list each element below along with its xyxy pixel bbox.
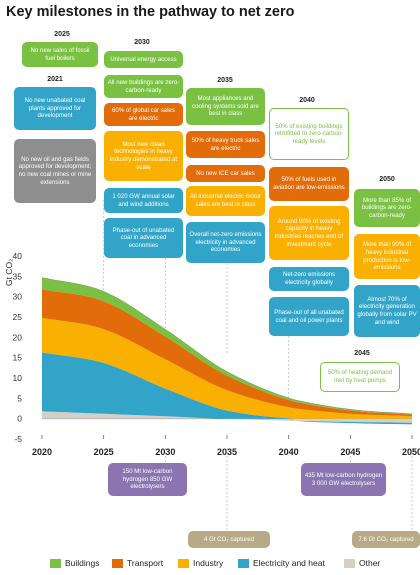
chart-title: Key milestones in the pathway to net zer… [6, 4, 295, 20]
area-other [42, 411, 412, 423]
milestone-2030-coal-phaseout: Phase-out of unabated coal in advanced e… [104, 218, 183, 258]
milestone-2035-appliances: Most appliances and cooling systems sold… [186, 88, 265, 125]
area-electricity-and-heat [42, 352, 412, 425]
legend-swatch-transport [112, 558, 123, 568]
legend-swatch-other [344, 558, 355, 568]
milestone-2035-electricity-advanced: Overall net-zero emissions electricity i… [186, 222, 265, 263]
area-industry [42, 317, 412, 419]
hydrogen-2045-box: 435 Mt low-carbon hydrogen 3 000 GW elec… [301, 463, 386, 496]
year-label-2025: 2025 [54, 31, 70, 38]
milestone-2030-solar-wind: 1 020 GW annual solar and wind additions [104, 188, 183, 213]
milestone-2035-ice-cars: No new ICE car sales [186, 165, 265, 182]
milestone-2021-oil-gas: No new oil and gas fields approved for d… [14, 139, 96, 203]
year-label-2035: 2035 [217, 77, 233, 84]
milestone-2021-coal-plants: No new unabated coal plants approved for… [14, 87, 96, 130]
year-label-2050: 2050 [379, 176, 395, 183]
milestone-2030-zero-carbon-buildings: All new buildings are zero-carbon-ready [104, 75, 183, 98]
legend-item-electricity: Electricity and heat [238, 558, 325, 568]
legend-label-buildings: Buildings [65, 558, 100, 568]
y-tick-label: 25 [13, 312, 23, 322]
milestone-2050-heavy-industry: More than 90% of heavy industrial produc… [354, 234, 420, 279]
milestone-2040-heavy-industry-cycle: Around 90% of existing capacity in heavy… [269, 206, 349, 260]
y-tick-label: 35 [13, 271, 23, 281]
milestone-2040-aviation: 50% of fuels used in aviation are low-em… [269, 167, 349, 201]
legend-item-transport: Transport [112, 558, 163, 568]
y-tick-label: 40 [13, 251, 23, 261]
milestone-2035-motors: All industrial electric motor sales are … [186, 186, 265, 216]
milestone-2040-coal-oil-phaseout: Phase-out of all unabated coal and oil p… [269, 297, 349, 336]
y-tick-label: 15 [13, 353, 23, 363]
legend-item-other: Other [344, 558, 380, 568]
legend-label-other: Other [359, 558, 381, 568]
area-buildings [42, 277, 412, 415]
milestone-2050-solar-wind: Almost 70% of electricity generation glo… [354, 285, 420, 337]
year-label-2045: 2045 [354, 350, 370, 357]
area-transport [42, 289, 412, 417]
y-tick-label: 10 [13, 373, 23, 383]
total-line [41, 277, 413, 415]
y-axis-label: Gt CO₂ [4, 259, 14, 286]
milestone-2025-boilers: No new sales of fossil fuel boilers [22, 42, 98, 67]
y-tick-label: 0 [17, 414, 22, 424]
x-tick-label: 2050 [402, 447, 420, 457]
y-tick-label: 20 [13, 332, 23, 342]
chart-legend: Buildings Transport Industry Electricity… [0, 558, 420, 572]
capture-2050-box: 7.6 Gt CO₂ captured [352, 531, 420, 548]
year-label-2030: 2030 [134, 39, 150, 46]
capture-2030-box: 4 Gt CO₂ captured [188, 531, 270, 548]
legend-item-buildings: Buildings [50, 558, 100, 568]
y-tick-label: 5 [17, 393, 22, 403]
milestone-2030-energy-access: Universal energy access [104, 51, 183, 68]
milestone-2030-electric-cars: 60% of global car sales are electric [104, 103, 183, 126]
milestone-2030-heavy-industry: Most new clean technologies in heavy ind… [104, 131, 183, 181]
milestone-2050-buildings: More than 85% of buildings are zero-carb… [354, 189, 420, 227]
year-label-2040: 2040 [299, 97, 315, 104]
y-tick-label: -5 [14, 434, 22, 444]
hydrogen-2030-box: 150 Mt low-carbon hydrogen 850 GW electr… [108, 463, 187, 496]
legend-label-electricity: Electricity and heat [253, 558, 325, 568]
x-tick-label: 2025 [94, 447, 114, 457]
legend-swatch-buildings [50, 558, 61, 568]
x-tick-label: 2040 [279, 447, 299, 457]
milestone-2045-heat-pumps: 50% of heating demand met by heat pumps [320, 362, 400, 392]
year-label-2021: 2021 [47, 76, 63, 83]
legend-item-industry: Industry [178, 558, 223, 568]
y-tick-label: 30 [13, 292, 23, 302]
milestone-2035-trucks: 50% of heavy truck sales are electric [186, 131, 265, 158]
milestone-2040-net-zero-electricity: Net-zero emissions electricity globally [269, 267, 349, 291]
legend-swatch-electricity [238, 558, 249, 568]
milestone-2040-retrofits: 50% of existing buildings retrofitted to… [269, 108, 349, 160]
legend-label-industry: Industry [193, 558, 224, 568]
x-tick-label: 2020 [32, 447, 52, 457]
legend-swatch-industry [178, 558, 189, 568]
legend-label-transport: Transport [127, 558, 164, 568]
